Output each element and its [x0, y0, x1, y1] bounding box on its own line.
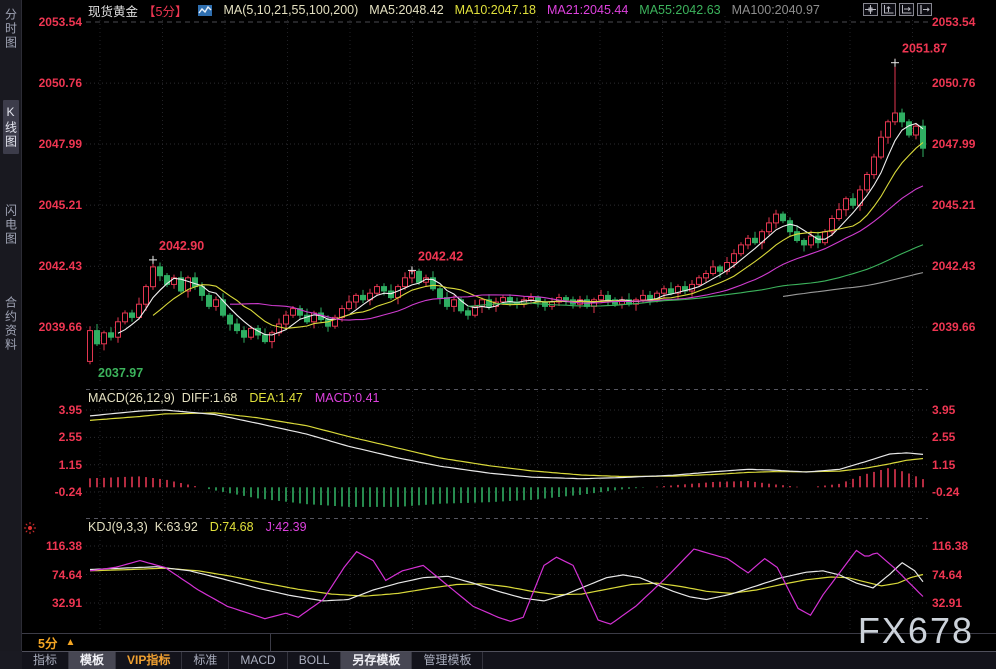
tab-macd[interactable]: MACD: [229, 652, 288, 669]
ma5-value: MA5:2048.42: [369, 3, 444, 17]
sidebar-item-time-chart[interactable]: 分时图: [3, 8, 18, 50]
macd-value: MACD:0.41: [314, 391, 380, 405]
fx678-watermark: FX678: [857, 610, 974, 651]
price-axis-label: 2039.66: [932, 320, 976, 335]
macd-axis-label: 1.15: [58, 457, 82, 472]
ma-settings-label: MA(5,10,21,55,100,200): [223, 3, 359, 17]
chart-header: 现货黄金 【5分】 MA(5,10,21,55,100,200) MA5:204…: [88, 2, 820, 19]
shift-right-icon[interactable]: [917, 3, 932, 16]
tab-indicators[interactable]: 指标: [22, 652, 70, 669]
ma5-line: [117, 122, 924, 336]
symbol-name: 现货黄金: [88, 4, 139, 19]
indicator-window-icon[interactable]: [899, 3, 914, 16]
price-axis-label: 2042.43: [932, 259, 976, 274]
ma55-line: [467, 244, 924, 307]
price-axis-label: 2053.54: [932, 15, 976, 29]
kdj-axis-label: 74.64: [932, 567, 963, 582]
macd-panel-canvas[interactable]: [86, 389, 928, 518]
macd-axis-label: -0.24: [54, 484, 82, 499]
tab-save-template[interactable]: 另存模板: [341, 652, 413, 669]
kdj-axis-label: 32.91: [51, 596, 82, 610]
price-annotation: 2042.42: [418, 249, 463, 263]
ma10-line: [152, 142, 924, 329]
sidebar-item-kline-chart[interactable]: K线图: [2, 100, 19, 154]
price-annotation: 2037.97: [98, 366, 143, 380]
price-axis-label: 2039.66: [38, 320, 82, 335]
candles: [87, 58, 926, 365]
tab-standard[interactable]: 标准: [182, 652, 230, 669]
timeframe-bar-divider: [270, 634, 271, 651]
price-annotation: 2042.90: [159, 239, 204, 253]
kdj-panel-canvas[interactable]: [86, 518, 928, 633]
kdj-axis-label: 74.64: [51, 567, 82, 582]
left-sidebar: 分时图 K线图 闪电图 合约资料: [0, 0, 22, 669]
ma100-value: MA100:2040.97: [731, 3, 820, 17]
macd-name-and-diff: MACD(26,12,9) DIFF:1.68: [88, 391, 238, 405]
bottom-left-corner: [0, 651, 22, 669]
timeframe-dropdown-arrow-icon[interactable]: ▲: [65, 637, 76, 648]
macd-axis-label: 3.95: [932, 403, 956, 417]
timeframe-bar: 5分 ▲: [22, 633, 996, 651]
period-label: 【5分】: [143, 4, 188, 19]
price-axis-label: 2047.99: [932, 136, 976, 151]
bottom-tab-bar: 指标 模板 VIP指标 标准 MACD BOLL 另存模板 管理模板: [22, 651, 996, 669]
macd-header: MACD(26,12,9) DIFF:1.68 DEA:1.47 MACD:0.…: [88, 391, 380, 405]
ma21-value: MA21:2045.44: [546, 3, 629, 17]
price-axis-label: 2045.21: [38, 198, 82, 213]
indicator-icon: [198, 4, 213, 16]
ma21-line: [230, 185, 924, 321]
price-annotation: 2051.87: [902, 42, 947, 56]
price-axis-label: 2047.99: [38, 136, 82, 151]
chart-toolbar: [863, 3, 932, 16]
indicator-settings-icon[interactable]: [23, 521, 37, 535]
price-axis-label: 2053.54: [38, 15, 82, 29]
tab-boll[interactable]: BOLL: [288, 652, 342, 669]
crosshair-icon[interactable]: [863, 3, 878, 16]
sidebar-item-contract-info[interactable]: 合约资料: [3, 296, 18, 352]
ma10-value: MA10:2047.18: [454, 3, 536, 17]
kdj-axis-label: 116.38: [45, 539, 82, 553]
macd-axis-label: 2.55: [932, 430, 956, 445]
kdj-axis-label: 116.38: [932, 539, 969, 553]
macd-histogram: [89, 468, 924, 507]
scale-axis-icon[interactable]: [881, 3, 896, 16]
price-axis-label: 2050.76: [38, 76, 82, 91]
ma55-value: MA55:2042.63: [639, 3, 721, 17]
dea-value: DEA:1.47: [249, 391, 303, 405]
main-price-chart-canvas[interactable]: 2042.90 2042.42 2051.87 2037.97: [86, 14, 947, 388]
sidebar-item-tick-chart[interactable]: 闪电图: [3, 204, 18, 246]
price-axis-label: 2045.21: [932, 198, 976, 213]
timeframe-label[interactable]: 5分: [38, 637, 58, 651]
macd-axis-label: 3.95: [58, 403, 82, 417]
kdj-axis-label: 32.91: [932, 596, 963, 610]
macd-axis-label: 1.15: [932, 457, 956, 472]
price-axis-label: 2050.76: [932, 76, 976, 91]
macd-axis-label: 2.55: [58, 430, 82, 445]
tab-vip-indicators[interactable]: VIP指标: [116, 652, 183, 669]
d-value: D:74.68: [209, 520, 254, 534]
ma100-line: [782, 272, 924, 297]
kdj-name-and-k: KDJ(9,3,3) K:63.92: [88, 520, 198, 534]
j-value: J:42.39: [265, 520, 307, 534]
tab-manage-template[interactable]: 管理模板: [412, 652, 484, 669]
kdj-header: KDJ(9,3,3) K:63.92 D:74.68 J:42.39: [88, 520, 307, 534]
macd-axis-label: -0.24: [932, 484, 960, 499]
price-axis-label: 2042.43: [38, 259, 82, 274]
tab-templates[interactable]: 模板: [69, 652, 117, 669]
